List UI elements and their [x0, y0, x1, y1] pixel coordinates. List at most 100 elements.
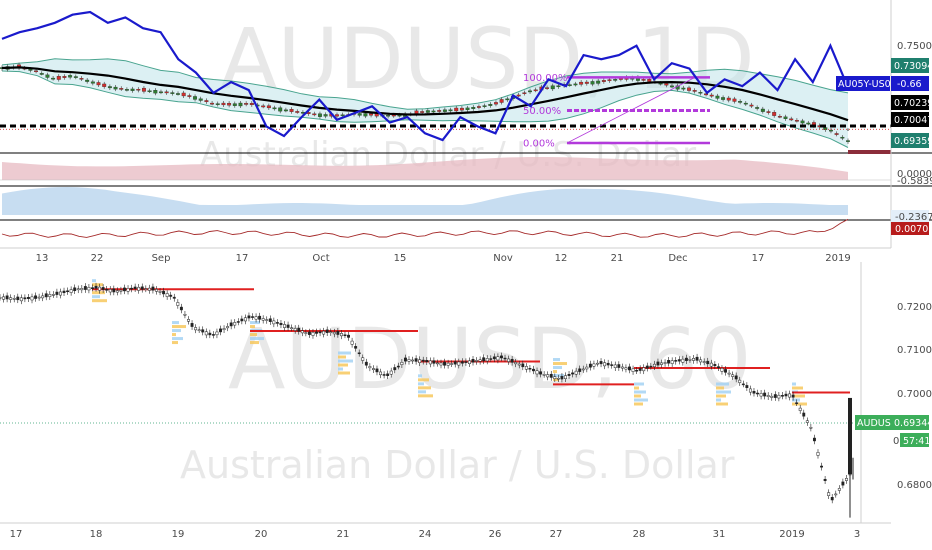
candle-body [620, 366, 624, 369]
candle-body [183, 313, 187, 316]
candle-body [806, 122, 811, 125]
price-tag-value: 0.70239 [894, 98, 932, 109]
candle-body [130, 287, 134, 290]
pane3-tick: -0.2367 [895, 212, 932, 223]
candle-body [834, 493, 838, 496]
candle-body [244, 103, 249, 105]
fibonacci-retracement[interactable]: 100.00% 50.00% 0.00% [523, 73, 710, 150]
candle-body [268, 318, 272, 322]
candle-body [176, 93, 180, 95]
candle-body [439, 362, 443, 366]
candle-body [187, 95, 192, 97]
candle-body [136, 88, 141, 91]
time-tick: 22 [91, 253, 104, 264]
candle-body [164, 91, 169, 94]
candle-body [780, 395, 784, 397]
volume-bar [418, 382, 424, 386]
candle-body [400, 362, 404, 365]
candle-body [448, 109, 453, 112]
volume-bar [553, 370, 557, 374]
candle-body [232, 103, 237, 106]
price-tag [891, 95, 929, 110]
candle-body [667, 360, 671, 364]
countdown-prefix: 0 [893, 436, 899, 447]
candle-body [550, 85, 555, 90]
pane2-tick: -0.5839 [897, 176, 932, 187]
candle-body [265, 319, 269, 321]
candle-body [820, 465, 823, 468]
candle-body [635, 369, 639, 372]
candle-body [403, 357, 407, 362]
daily-chart[interactable]: AUDUSD, 1D Australian Dollar / U.S. Doll… [0, 0, 932, 264]
candle-body [153, 90, 158, 94]
candle-body [227, 102, 232, 106]
candle-body [59, 291, 62, 296]
candle-body [73, 287, 77, 292]
candle-body [731, 374, 735, 377]
volume-bar [553, 378, 559, 382]
fib-trend-line [566, 76, 696, 144]
candle-body [499, 99, 504, 103]
candle-body [579, 81, 584, 85]
candle-body [517, 363, 521, 366]
volume-bar [792, 398, 800, 402]
volume-bar [716, 394, 726, 398]
price-tick: 0.68000 [897, 480, 932, 491]
candle-body [5, 295, 9, 300]
volume-bar [418, 386, 431, 390]
candle-body [272, 320, 276, 325]
candle-body [756, 392, 759, 395]
candle-body [816, 452, 820, 456]
candle-body [311, 332, 315, 336]
time-tick: Nov [493, 253, 513, 264]
time-tick: 31 [713, 529, 726, 540]
volume-bar [634, 382, 644, 386]
hourly-chart[interactable]: AUDUSD, 60 Australian Dollar / U.S. Doll… [0, 262, 932, 540]
candle-body [411, 359, 415, 362]
candle-body [716, 366, 720, 368]
candle-body [834, 133, 839, 135]
candle-body [546, 374, 550, 378]
candle-body [201, 329, 205, 333]
candle-body [155, 289, 158, 292]
candle-body [304, 332, 308, 334]
time-tick: 19 [172, 529, 185, 540]
pane2-area [2, 157, 848, 180]
candle-body [44, 293, 48, 298]
candle-body [732, 98, 737, 102]
candle-body [9, 297, 13, 300]
pane3-area [2, 187, 848, 215]
candle-body [176, 302, 180, 306]
volume-bar [172, 337, 183, 341]
candle-body [293, 328, 297, 331]
symbol-tag [855, 415, 891, 430]
candle-body [34, 70, 39, 73]
fib-label-100: 100.00% [523, 73, 568, 84]
candle-body [105, 289, 109, 291]
symbol-tag-label: AUDUSD [857, 418, 898, 429]
candle-body [687, 87, 691, 91]
candle-body [766, 111, 771, 113]
candle-body [329, 331, 333, 334]
candle-body [528, 90, 532, 93]
candle-body [386, 114, 391, 117]
candle-body [437, 110, 442, 112]
candle-body [83, 286, 87, 290]
candle-body [500, 355, 503, 359]
candle-body [431, 110, 436, 113]
candle-body [266, 105, 271, 109]
candle-body [709, 94, 714, 97]
candle-body [140, 286, 144, 290]
candle-body [249, 103, 254, 106]
candle-body [489, 358, 493, 360]
candle-body [181, 92, 186, 97]
candle-body [432, 360, 436, 364]
candle-body [823, 478, 827, 481]
candle-body [482, 357, 486, 362]
moving-average [1, 66, 849, 122]
pane2-tick: 0.0000 [897, 169, 932, 180]
candle-body [829, 129, 833, 132]
candle-body [510, 358, 514, 363]
candle-body [240, 318, 244, 322]
